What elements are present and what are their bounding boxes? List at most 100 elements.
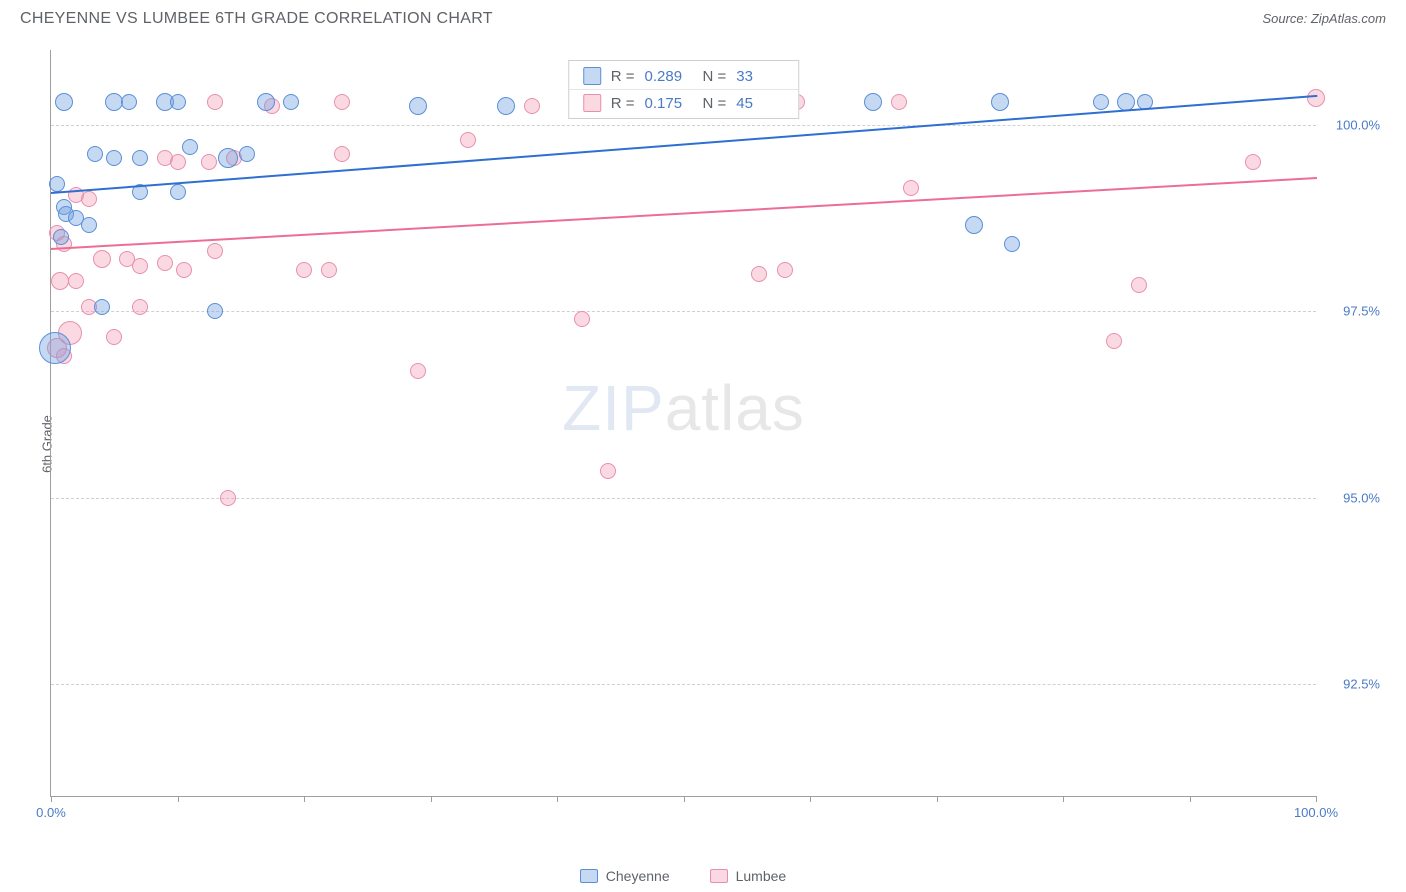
y-tick-label: 95.0% [1324, 490, 1380, 505]
cheyenne-point [39, 332, 71, 364]
lumbee-point [176, 262, 192, 278]
cheyenne-point [409, 97, 427, 115]
y-tick-label: 100.0% [1324, 117, 1380, 132]
cheyenne-point [283, 94, 299, 110]
cheyenne-point [106, 150, 122, 166]
lumbee-point [891, 94, 907, 110]
lumbee-trendline [51, 177, 1317, 250]
series-legend-label: Lumbee [736, 868, 787, 884]
lumbee-point [93, 250, 111, 268]
x-tick [431, 796, 432, 802]
gridline [51, 125, 1316, 126]
x-tick-label: 0.0% [36, 805, 66, 820]
lumbee-point [51, 272, 69, 290]
cheyenne-point [132, 150, 148, 166]
cheyenne-point [81, 217, 97, 233]
lumbee-point [334, 146, 350, 162]
watermark-bold: ZIP [562, 372, 665, 444]
cheyenne-point [53, 229, 69, 245]
lumbee-point [201, 154, 217, 170]
cheyenne-point [1093, 94, 1109, 110]
cheyenne-point [864, 93, 882, 111]
cheyenne-point [55, 93, 73, 111]
x-tick-label: 100.0% [1294, 805, 1338, 820]
cheyenne-point [257, 93, 275, 111]
lumbee-point [157, 255, 173, 271]
x-tick [684, 796, 685, 802]
source-attribution: Source: ZipAtlas.com [1262, 11, 1386, 26]
legend-r-label: R = [611, 68, 635, 85]
lumbee-point [600, 463, 616, 479]
series-legend-label: Cheyenne [606, 868, 670, 884]
gridline [51, 311, 1316, 312]
x-tick [1316, 796, 1317, 802]
legend-n-value: 33 [736, 68, 784, 85]
series-legend-item: Lumbee [710, 868, 787, 884]
lumbee-point [410, 363, 426, 379]
stats-legend-row: R =0.289N =33 [569, 63, 799, 90]
lumbee-point [1131, 277, 1147, 293]
cheyenne-point [965, 216, 983, 234]
lumbee-point [68, 273, 84, 289]
cheyenne-point [1004, 236, 1020, 252]
chart-header: CHEYENNE VS LUMBEE 6TH GRADE CORRELATION… [0, 0, 1406, 34]
lumbee-point [334, 94, 350, 110]
cheyenne-point [94, 299, 110, 315]
gridline [51, 498, 1316, 499]
chart-container: 6th Grade ZIPatlas R =0.289N =33R =0.175… [50, 50, 1386, 837]
cheyenne-point [170, 94, 186, 110]
legend-swatch [580, 869, 598, 883]
lumbee-point [903, 180, 919, 196]
cheyenne-point [497, 97, 515, 115]
legend-n-label: N = [703, 95, 727, 112]
legend-swatch [583, 67, 601, 85]
cheyenne-point [87, 146, 103, 162]
y-tick-label: 97.5% [1324, 304, 1380, 319]
x-tick [937, 796, 938, 802]
lumbee-point [777, 262, 793, 278]
cheyenne-point [121, 94, 137, 110]
lumbee-point [1106, 333, 1122, 349]
lumbee-point [207, 94, 223, 110]
lumbee-point [751, 266, 767, 282]
cheyenne-point [239, 146, 255, 162]
lumbee-point [81, 191, 97, 207]
cheyenne-point [218, 148, 238, 168]
lumbee-point [574, 311, 590, 327]
plot-area: ZIPatlas R =0.289N =33R =0.175N =45 92.5… [50, 50, 1316, 797]
lumbee-point [132, 258, 148, 274]
lumbee-point [524, 98, 540, 114]
x-tick [304, 796, 305, 802]
source-name: ZipAtlas.com [1311, 11, 1386, 26]
lumbee-point [1307, 89, 1325, 107]
legend-swatch [583, 94, 601, 112]
lumbee-point [1245, 154, 1261, 170]
legend-r-label: R = [611, 95, 635, 112]
lumbee-point [132, 299, 148, 315]
y-tick-label: 92.5% [1324, 677, 1380, 692]
series-legend: Cheyenne Lumbee [50, 868, 1316, 884]
cheyenne-point [170, 184, 186, 200]
x-tick [1063, 796, 1064, 802]
lumbee-point [170, 154, 186, 170]
lumbee-point [296, 262, 312, 278]
lumbee-point [460, 132, 476, 148]
gridline [51, 684, 1316, 685]
source-prefix: Source: [1262, 11, 1310, 26]
legend-n-label: N = [703, 68, 727, 85]
legend-n-value: 45 [736, 95, 784, 112]
series-legend-item: Cheyenne [580, 868, 670, 884]
x-tick [51, 796, 52, 802]
x-tick [1190, 796, 1191, 802]
cheyenne-point [49, 176, 65, 192]
cheyenne-point [207, 303, 223, 319]
x-tick [178, 796, 179, 802]
lumbee-point [220, 490, 236, 506]
legend-r-value: 0.175 [645, 95, 693, 112]
cheyenne-point [182, 139, 198, 155]
x-tick [810, 796, 811, 802]
lumbee-point [207, 243, 223, 259]
cheyenne-point [991, 93, 1009, 111]
legend-swatch [710, 869, 728, 883]
chart-title: CHEYENNE VS LUMBEE 6TH GRADE CORRELATION… [20, 10, 493, 28]
